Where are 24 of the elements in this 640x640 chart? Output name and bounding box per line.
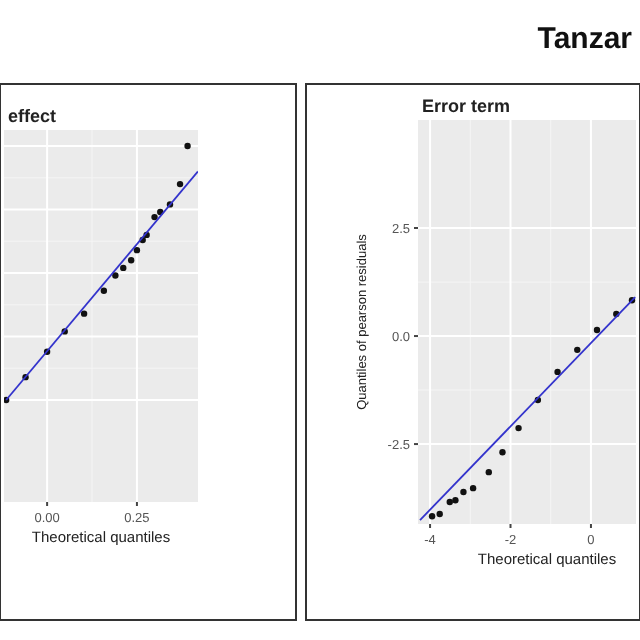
point: [151, 213, 158, 221]
point: [554, 368, 561, 376]
point: [184, 142, 191, 150]
point: [100, 287, 108, 294]
point: [460, 488, 467, 496]
chart-title: effect: [8, 106, 57, 126]
point: [485, 468, 492, 476]
chart-title: Error term: [422, 96, 511, 116]
point: [452, 497, 459, 504]
point: [80, 310, 88, 317]
point: [574, 346, 581, 354]
point: [127, 257, 135, 264]
point: [112, 272, 119, 279]
point: [446, 498, 453, 506]
point: [133, 246, 141, 254]
point: [176, 180, 184, 188]
point: [120, 264, 127, 272]
point: [436, 510, 443, 518]
point: [499, 449, 506, 456]
point: [469, 484, 477, 492]
point: [515, 424, 522, 432]
point: [593, 326, 601, 334]
text: Tanzar: [537, 22, 633, 56]
point: [428, 513, 436, 520]
